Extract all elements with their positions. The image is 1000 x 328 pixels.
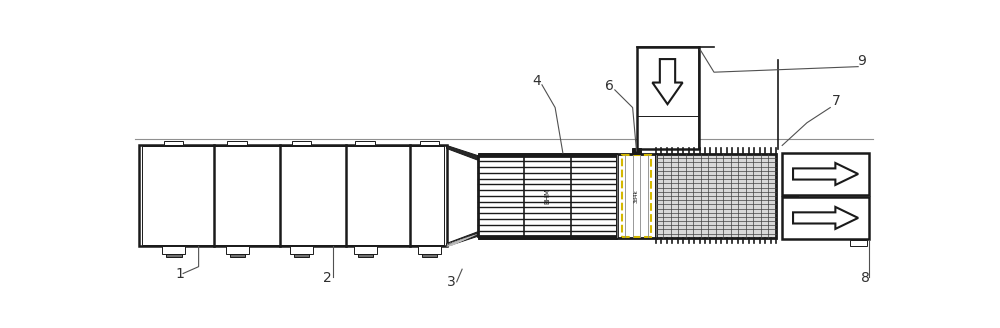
Text: 1: 1 xyxy=(175,267,184,281)
Bar xyxy=(850,240,867,246)
Bar xyxy=(358,254,373,256)
Bar xyxy=(166,254,182,256)
Text: 4: 4 xyxy=(532,74,541,88)
Bar xyxy=(637,47,698,149)
Text: 6: 6 xyxy=(606,79,614,93)
Bar xyxy=(164,141,183,145)
Polygon shape xyxy=(447,145,478,160)
Bar xyxy=(227,141,247,145)
Bar xyxy=(162,246,185,254)
Text: BHM: BHM xyxy=(544,188,550,204)
Bar xyxy=(230,254,245,256)
Bar xyxy=(478,155,617,236)
Polygon shape xyxy=(652,59,683,104)
Bar xyxy=(422,254,437,256)
Text: 3d4k: 3d4k xyxy=(634,189,639,203)
Text: 3: 3 xyxy=(447,276,455,289)
Bar xyxy=(418,246,441,254)
Bar xyxy=(478,236,617,239)
Text: 2: 2 xyxy=(323,271,331,285)
Bar xyxy=(632,149,641,154)
Bar xyxy=(656,154,776,238)
Bar xyxy=(355,141,375,145)
Polygon shape xyxy=(793,207,858,229)
Bar xyxy=(782,197,869,239)
Text: 7: 7 xyxy=(832,94,841,108)
Bar xyxy=(782,153,869,195)
Bar xyxy=(420,141,439,145)
Polygon shape xyxy=(447,232,478,246)
Bar xyxy=(142,146,444,245)
Bar xyxy=(292,141,311,145)
Bar xyxy=(139,145,447,246)
Bar xyxy=(617,154,656,238)
Bar xyxy=(294,254,309,256)
Text: 9: 9 xyxy=(857,53,866,68)
Bar xyxy=(354,246,377,254)
Polygon shape xyxy=(793,163,858,185)
Bar xyxy=(478,153,617,156)
Text: 8: 8 xyxy=(861,271,870,285)
Bar xyxy=(226,246,249,254)
Bar xyxy=(622,155,651,237)
Bar xyxy=(290,246,313,254)
